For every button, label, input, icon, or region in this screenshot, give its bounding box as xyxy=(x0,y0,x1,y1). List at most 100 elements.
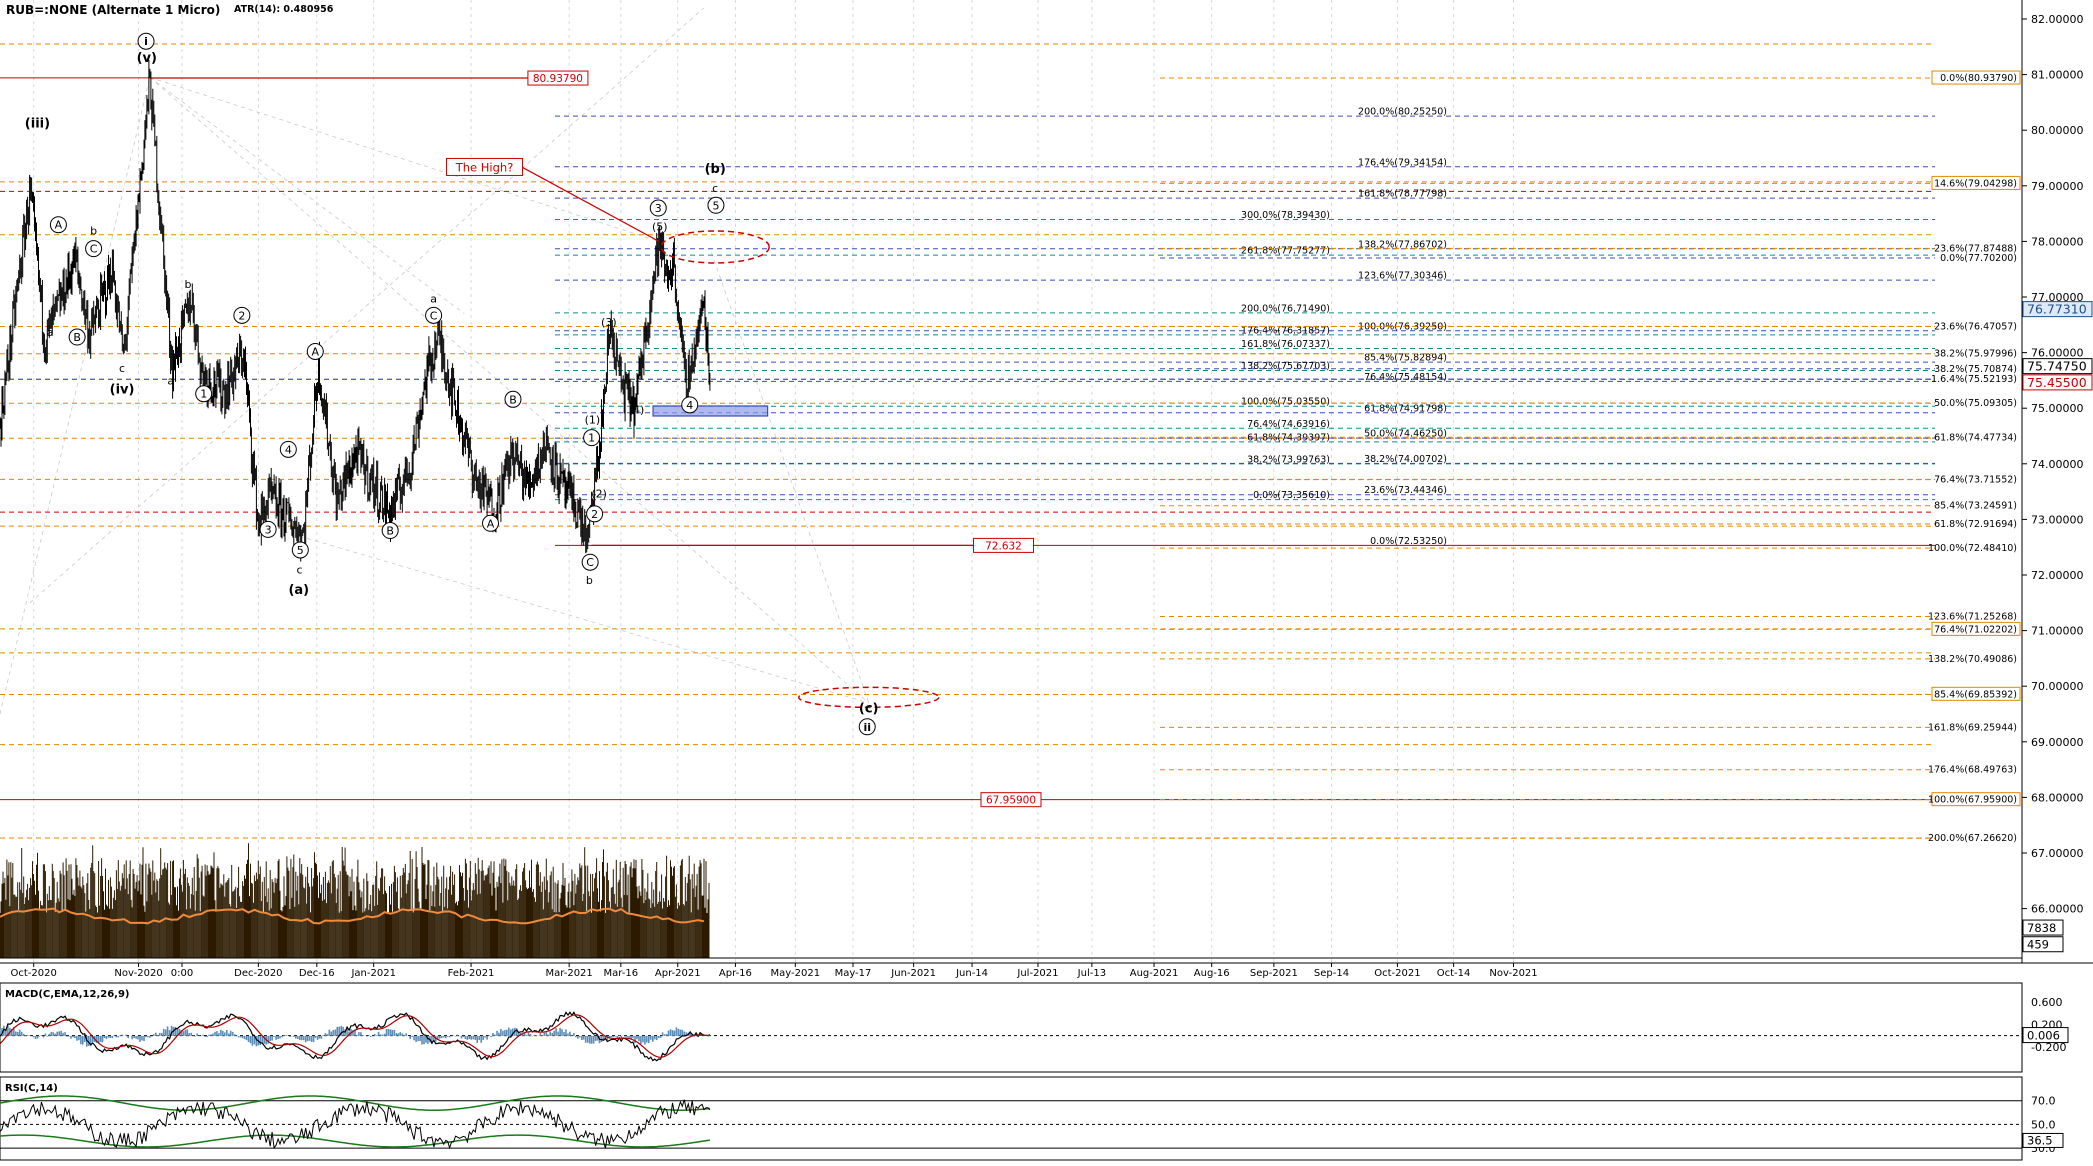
wave-label: A xyxy=(312,345,320,358)
fib-right-label: 76.4%(73.71552) xyxy=(1934,475,2017,486)
support-zone-box xyxy=(652,405,769,417)
wave-label-circle xyxy=(425,306,443,324)
wave-label: b xyxy=(90,224,97,237)
time-axis-label: Apr-16 xyxy=(719,968,752,979)
the-high-callout-label: The High? xyxy=(455,160,514,174)
wave-label: (iii) xyxy=(25,117,50,132)
price-axis-label: 74.00000 xyxy=(2031,458,2084,471)
time-axis-label: 0:00 xyxy=(171,968,193,979)
wave-label-circle xyxy=(306,342,324,360)
wave-label: (5) xyxy=(652,220,668,233)
time-axis-label: Feb-2021 xyxy=(448,968,495,979)
wave-label-circle xyxy=(504,390,522,408)
the-high-pointer xyxy=(522,166,660,242)
price-axis-label: 67.00000 xyxy=(2031,847,2084,860)
annotation-layer: The High? 80.93790 72.632 67.95900 (iii) i (v)… xyxy=(25,32,1042,808)
fib-level-label: 61.8%(74.39397) xyxy=(1247,432,1330,443)
fib-level-label: 76.4%(74.63916) xyxy=(1247,419,1330,430)
price-tag-label: 7838 xyxy=(2027,921,2056,935)
fib-right-label: 161.8%(69.25944) xyxy=(1928,722,2017,733)
wave-label: B xyxy=(386,525,394,538)
fib-right-label: 85.4%(69.85392) xyxy=(1934,689,2017,700)
wave-label: (4) xyxy=(629,403,645,416)
fib-level-label: 0.0%(72.53250) xyxy=(1370,536,1447,547)
wave-label-circle xyxy=(68,328,86,346)
price-axis-label: 78.00000 xyxy=(2031,235,2084,248)
wave-label: B xyxy=(73,331,81,344)
price-axis-label: 82.00000 xyxy=(2031,13,2084,26)
fib-right-label: 100.0%(67.95900) xyxy=(1928,795,2017,806)
fib-right-box xyxy=(1931,70,2021,85)
rsi-lower-band xyxy=(0,1134,711,1148)
wave-label: c xyxy=(119,362,125,375)
atr-label: ATR(14): 0.480956 xyxy=(234,4,334,15)
price-axis-label: 70.00000 xyxy=(2031,680,2084,693)
wave-label: i xyxy=(144,35,148,48)
fib-right-label: 0.0%(80.93790) xyxy=(1940,73,2017,84)
time-axis-label: Jul-2021 xyxy=(1016,968,1058,979)
price-axis-label: 77.00000 xyxy=(2031,291,2084,304)
price-tag-box xyxy=(2022,358,2093,375)
macd-panel-frame xyxy=(0,982,2023,1073)
fib-level-label: 50.0%(74.46250) xyxy=(1364,429,1447,440)
wave-label: 2 xyxy=(591,508,598,521)
wave-label: C xyxy=(90,243,98,256)
chart-title: RUB=:NONE (Alternate 1 Micro) xyxy=(6,3,220,17)
fib-level-label: 176.4%(76.31857) xyxy=(1241,325,1330,336)
wave-label: 2 xyxy=(238,309,245,322)
wave-label: (c) xyxy=(859,701,879,716)
wave-label: (b) xyxy=(705,162,726,177)
fib-level-label: 38.2%(74.00702) xyxy=(1364,454,1447,465)
fib-levels-layer: 200.0%(80.25250)176.4%(79.34154)161.8%(7… xyxy=(0,43,2021,844)
price-axis-label: 73.00000 xyxy=(2031,513,2084,526)
price-axis-label: 69.00000 xyxy=(2031,736,2084,749)
time-axis-label: Sep-2021 xyxy=(1250,968,1298,979)
fib-right-label: 23.6%(77.87488) xyxy=(1934,243,2017,254)
rsi-label: RSI(C,14) xyxy=(5,1083,58,1094)
rsi-panel: 70.050.030.036.5 xyxy=(0,1076,2064,1161)
rsi-upper-band xyxy=(0,1095,711,1111)
wave-label: (3) xyxy=(601,316,617,329)
time-axis-label: Apr-2021 xyxy=(655,968,701,979)
wave-label-circle xyxy=(137,32,155,50)
fib-right-box xyxy=(1931,686,2021,701)
fib-right-label: 50.0%(75.09305) xyxy=(1934,398,2017,409)
volume-layer xyxy=(0,843,2022,959)
projection-line xyxy=(0,77,151,715)
price-tag-box xyxy=(2022,374,2093,391)
time-axis-label: Jul-13 xyxy=(1077,968,1106,979)
time-axis-label: Nov-2020 xyxy=(114,968,162,979)
value-callout-label: 67.95900 xyxy=(986,795,1036,807)
price-axis-label: 66.00000 xyxy=(2031,903,2084,916)
wave-label: ii xyxy=(863,721,871,734)
price-axis-label: 80.00000 xyxy=(2031,124,2084,137)
value-callout-box xyxy=(527,70,589,86)
wave-label: 4 xyxy=(285,443,292,456)
wave-label-circle xyxy=(49,216,67,234)
fib-level-label: 200.0%(80.25250) xyxy=(1358,107,1447,118)
wave-label: b xyxy=(586,574,593,587)
volume-average-line xyxy=(0,907,705,925)
rsi-axis-label: 70.0 xyxy=(2031,1095,2056,1108)
time-axis-label: Jun-14 xyxy=(955,968,988,979)
time-axis-label: Oct-2020 xyxy=(11,968,57,979)
wave-label: 1 xyxy=(588,432,595,445)
wave-label: (a) xyxy=(288,583,309,598)
wave-label: 5 xyxy=(712,199,719,212)
fib-right-label: 176.4%(68.49763) xyxy=(1928,765,2017,776)
fib-right-label: 38.2%(75.97996) xyxy=(1934,349,2017,360)
macd-line xyxy=(0,1011,711,1062)
wave-label: a xyxy=(167,374,174,387)
time-axis-label: May-17 xyxy=(835,968,872,979)
wave-label: (1) xyxy=(585,413,601,426)
rsi-axis-label: 50.0 xyxy=(2031,1118,2056,1131)
wave-label-circle xyxy=(85,240,103,258)
wave-label: c xyxy=(712,182,718,195)
wave-label-circle xyxy=(707,196,725,214)
price-tag-box xyxy=(2022,936,2064,953)
fib-level-label: 100.0%(76.39250) xyxy=(1358,321,1447,332)
wave-label: C xyxy=(586,556,594,569)
time-axis-label: Mar-16 xyxy=(604,968,639,979)
time-axis-label: Aug-2021 xyxy=(1130,968,1179,979)
macd-signal-line xyxy=(0,1014,710,1058)
